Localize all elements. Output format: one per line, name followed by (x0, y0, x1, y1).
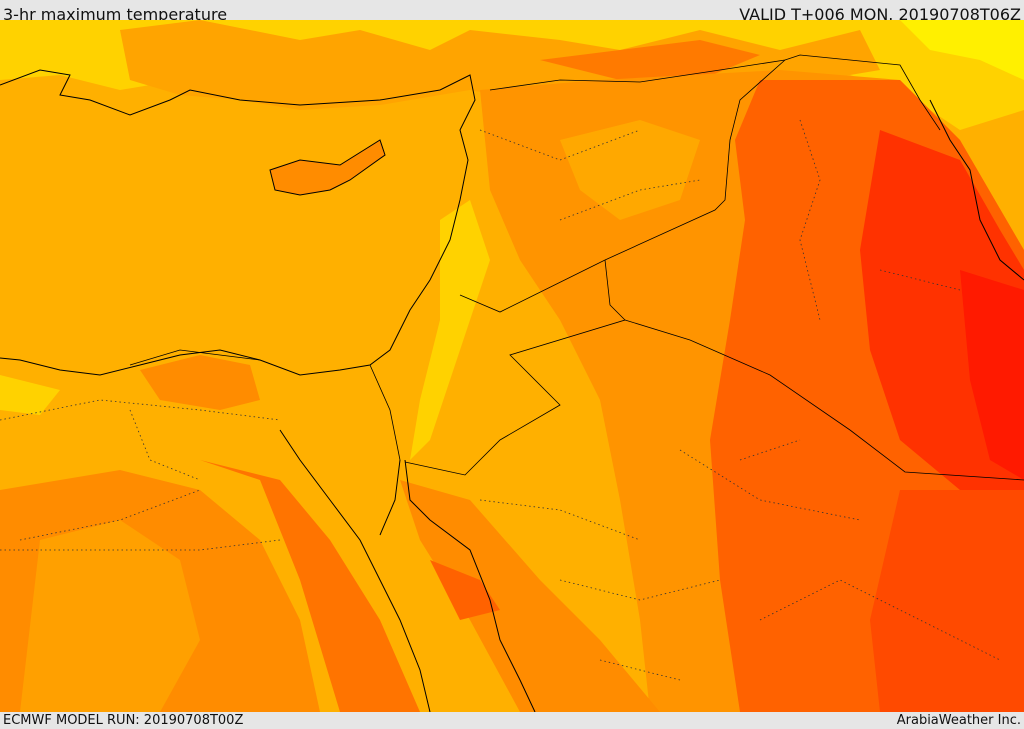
model-run: ECMWF MODEL RUN: 20190708T00Z (3, 713, 244, 728)
credit: ArabiaWeather Inc. (896, 713, 1021, 728)
valid-time: VALID T+006 MON. 20190708T06Z (739, 5, 1021, 20)
footer-bar: ECMWF MODEL RUN: 20190708T00Z ArabiaWeat… (0, 712, 1024, 729)
header-bar: 3-hr maximum temperature VALID T+006 MON… (0, 0, 1024, 20)
temperature-map (0, 20, 1024, 712)
map-title: 3-hr maximum temperature (3, 5, 228, 20)
